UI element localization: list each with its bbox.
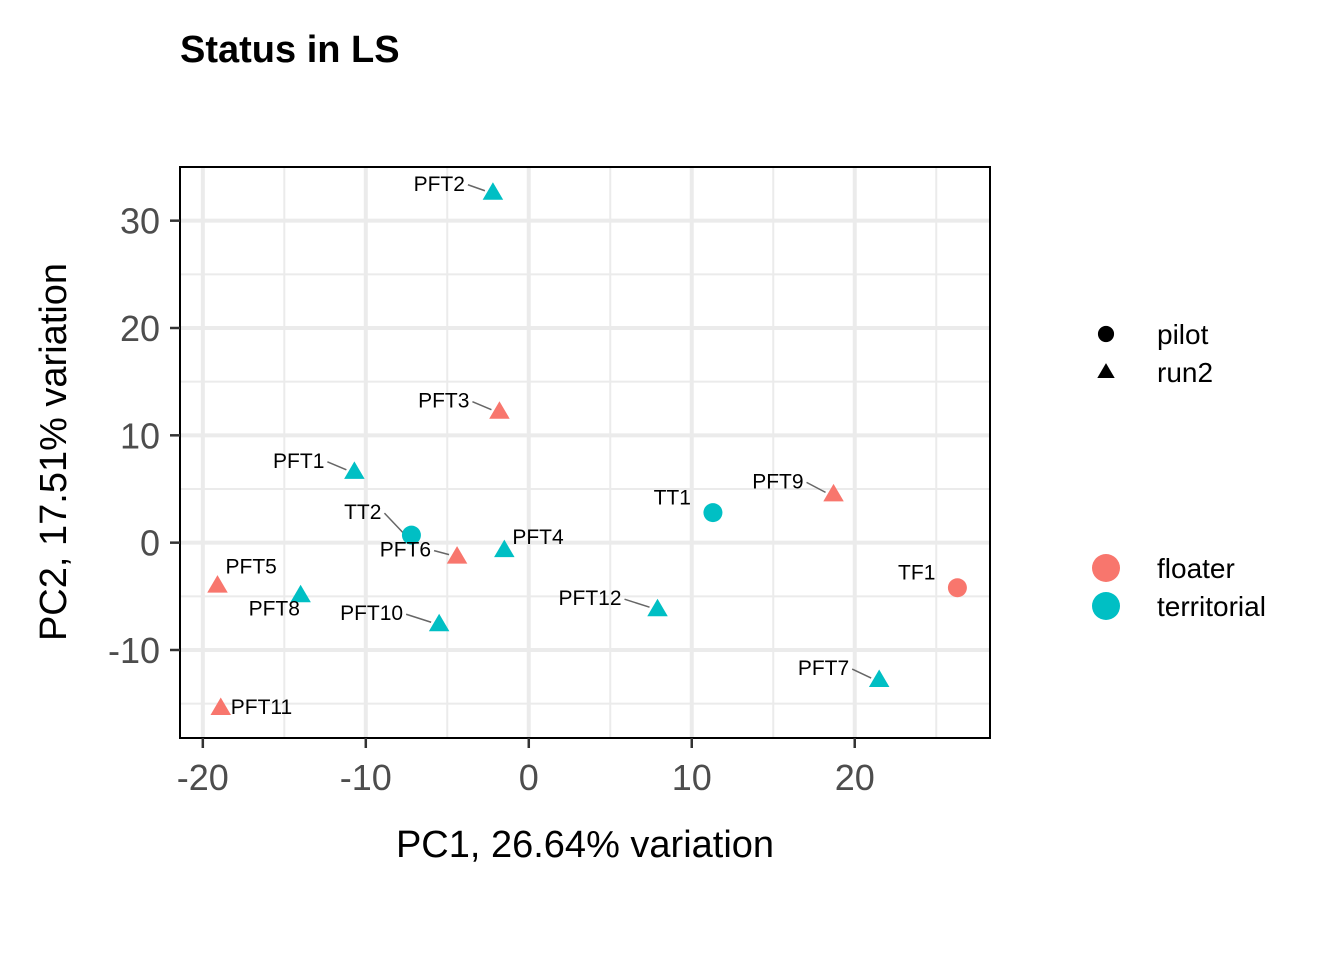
y-tick-label: 30 [120,201,160,242]
y-axis-title: PC2, 17.51% variation [33,263,75,641]
chart-title: Status in LS [180,29,400,71]
point-label-pft6: PFT6 [380,539,431,562]
point-label-pft11: PFT11 [231,696,292,719]
shape-legend: pilot run2 [1097,319,1213,388]
color-legend: floater territorial [1092,553,1266,622]
x-axis: -20 -10 0 10 20 [177,738,875,798]
data-point-pft5 [207,575,228,593]
y-tick-label: 10 [120,415,160,456]
data-point-tf1 [947,578,967,598]
data-point-pft4 [494,539,515,558]
legend-label-pilot: pilot [1157,319,1209,350]
x-tick-label: 0 [519,757,539,798]
y-tick-label: 0 [140,523,160,564]
legend-key-pilot [1097,325,1115,343]
leader-line-pft9 [806,481,826,494]
legend-key-territorial [1092,592,1120,620]
point-label-tt2: TT2 [344,501,381,524]
panel-border [179,166,991,739]
leader-line-tt2 [383,512,404,534]
leader-line-pft3 [472,401,492,411]
y-axis: -10 0 10 20 30 [108,201,180,671]
point-label-pft1: PFT1 [273,450,324,473]
point-label-pft2: PFT2 [414,173,465,196]
data-point-tt2 [401,525,421,545]
point-label-pft12: PFT12 [558,587,621,610]
leader-line-pft10 [405,613,432,623]
major-gridlines [180,167,990,738]
leader-line-pft2 [467,184,486,192]
leader-line-pft6 [433,549,450,556]
x-tick-label: 10 [672,757,712,798]
point-label-tf1: TF1 [898,562,935,585]
legend: pilot run2 floater territorial [1092,319,1266,622]
plot-panel: PFT2 PFT3 PFT1 TT2 PFT6 PFT4 TT1 PFT9 TF1 PFT5 PFT… [179,166,991,739]
leader-line-pft1 [327,461,347,471]
data-point-pft1 [344,461,365,479]
data-point-pft9 [823,483,844,502]
point-label-pft8: PFT8 [249,597,300,620]
y-tick-label: -10 [108,630,160,671]
data-point-pft6 [446,546,468,564]
point-label-pft10: PFT10 [340,602,403,625]
data-point-labels: PFT2 PFT3 PFT1 TT2 PFT6 PFT4 TT1 PFT9 TF1 PFT5 PFT… [225,173,935,719]
point-label-pft7: PFT7 [798,657,849,680]
x-tick-label: 20 [835,757,875,798]
point-label-tt1: TT1 [654,487,691,510]
data-point-pft12 [647,598,668,617]
point-label-pft5: PFT5 [225,556,276,579]
data-point-pft8 [290,584,311,603]
data-point-pft3 [489,401,510,419]
data-point-tt1 [703,503,723,523]
legend-label-floater: floater [1157,553,1235,584]
data-point-pft2 [482,182,504,200]
data-points [207,182,967,715]
point-label-pft9: PFT9 [752,470,803,493]
legend-label-territorial: territorial [1157,591,1266,622]
legend-key-run2 [1097,363,1115,378]
leader-line-pft7 [851,668,872,679]
x-tick-label: -10 [340,757,392,798]
x-tick-label: -20 [177,757,229,798]
legend-key-floater [1092,554,1120,582]
label-leader-lines [327,184,872,679]
y-tick-label: 20 [120,308,160,349]
data-point-pft10 [428,613,450,632]
legend-label-run2: run2 [1157,357,1213,388]
leader-line-pft12 [624,598,650,608]
data-point-pft11 [210,697,231,715]
point-label-pft4: PFT4 [512,526,564,549]
x-axis-title: PC1, 26.64% variation [396,824,774,866]
data-point-pft7 [868,669,890,688]
point-label-pft3: PFT3 [418,390,469,413]
